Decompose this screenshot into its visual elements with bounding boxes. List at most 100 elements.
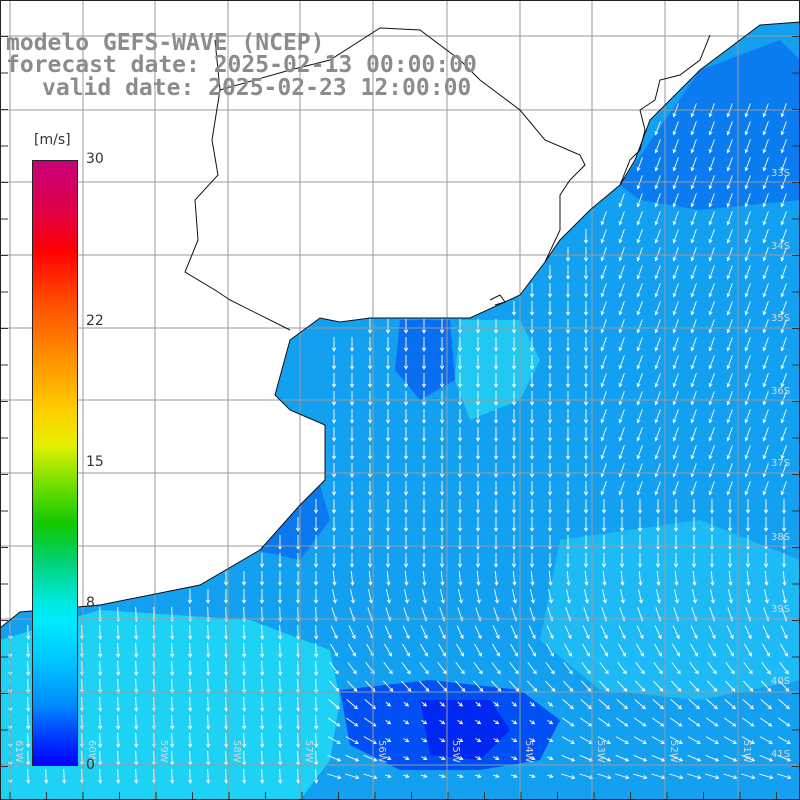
wind-arrow <box>315 678 317 694</box>
wind-arrow <box>745 427 751 441</box>
wind-arrow-head <box>733 775 738 780</box>
wind-arrow <box>691 373 697 387</box>
wind-arrow-head <box>403 383 409 388</box>
wind-arrow-head <box>571 775 576 780</box>
wind-arrow-head <box>277 599 283 604</box>
wind-arrow-head <box>367 473 373 478</box>
wind-arrow-head <box>583 419 589 424</box>
wind-arrow <box>709 283 715 297</box>
lat-label: 41S <box>771 749 790 760</box>
wind-arrow <box>691 319 697 333</box>
wind-arrow-head <box>529 383 535 388</box>
wind-arrow-head <box>476 599 481 604</box>
wind-arrow-head <box>403 527 409 532</box>
wind-arrow <box>384 625 392 639</box>
wind-arrow <box>602 570 606 586</box>
wind-arrow-head <box>457 473 463 478</box>
wind-arrow <box>225 714 227 730</box>
wind-arrow <box>171 624 173 640</box>
wind-arrow-head <box>389 687 394 692</box>
wind-arrow <box>637 319 643 333</box>
wind-arrow-head <box>785 687 790 692</box>
wind-arrow <box>637 373 643 387</box>
wind-arrow <box>171 660 173 676</box>
wind-arrow-head <box>331 509 337 514</box>
wind-arrow <box>638 570 642 586</box>
wind-arrow-head <box>441 738 446 742</box>
wind-arrow-head <box>313 599 319 604</box>
wind-arrow-head <box>242 635 247 640</box>
wind-arrow <box>691 445 697 459</box>
wind-arrow <box>117 624 119 640</box>
wind-arrow-head <box>762 113 767 118</box>
colorbar-tick-30: 30 <box>86 151 104 167</box>
wind-arrow-head <box>726 491 731 496</box>
wind-arrow <box>492 643 500 657</box>
wind-arrow <box>189 714 191 730</box>
wind-arrow-head <box>549 774 554 779</box>
wind-arrow-head <box>511 437 517 442</box>
wind-arrow-head <box>439 473 445 478</box>
wind-arrow-head <box>530 581 535 586</box>
wind-arrow <box>346 680 358 692</box>
wind-arrow-head <box>476 720 482 725</box>
wind-arrow-head <box>654 275 659 280</box>
wind-arrow <box>27 696 29 712</box>
wind-arrow <box>745 121 751 135</box>
wind-arrow-head <box>368 599 373 604</box>
wind-arrow <box>527 662 537 674</box>
wind-arrow-head <box>259 581 265 586</box>
wind-arrow-head <box>656 581 661 586</box>
wind-arrow <box>439 756 445 760</box>
wind-arrow <box>526 680 538 692</box>
wind-arrow-head <box>403 365 409 370</box>
wind-arrow <box>601 301 607 315</box>
wind-arrow-head <box>313 545 319 550</box>
wind-arrow-head <box>762 401 767 406</box>
wind-arrow <box>727 337 733 351</box>
wind-arrow-head <box>675 634 680 640</box>
wind-arrow-head <box>618 383 623 388</box>
wind-arrow-head <box>583 365 589 370</box>
wind-arrow <box>385 719 391 725</box>
wind-arrow-head <box>714 740 719 744</box>
wind-arrow-head <box>295 527 301 532</box>
wind-arrow-head <box>386 599 391 604</box>
wind-arrow-head <box>493 545 499 550</box>
wind-arrow-head <box>600 347 605 352</box>
wind-arrow-head <box>618 203 623 208</box>
wind-arrow <box>728 570 732 586</box>
wind-arrow-head <box>98 671 103 676</box>
wind-arrow-head <box>354 740 359 744</box>
wind-arrow-head <box>696 740 701 744</box>
wind-arrow-head <box>98 689 103 694</box>
wind-arrow <box>777 754 791 762</box>
wind-arrow-head <box>514 670 519 675</box>
wind-arrow-head <box>696 757 702 762</box>
wind-arrow-head <box>690 401 695 406</box>
wind-arrow-head <box>224 689 229 694</box>
wind-arrow <box>763 337 769 351</box>
wind-arrow-head <box>206 707 211 712</box>
wind-arrow-head <box>513 738 518 742</box>
wind-arrow <box>706 680 718 692</box>
wind-arrow <box>546 625 554 639</box>
wind-arrow <box>651 736 665 744</box>
wind-arrow-head <box>206 653 211 658</box>
wind-arrow <box>117 714 119 730</box>
wind-arrow <box>759 754 773 762</box>
wind-arrow <box>619 463 625 477</box>
wind-arrow-head <box>726 185 731 190</box>
wind-arrow <box>691 481 697 495</box>
wind-arrow <box>547 756 553 760</box>
wind-arrow <box>781 319 787 333</box>
wind-arrow-head <box>457 365 463 370</box>
wind-arrow <box>27 678 29 694</box>
wind-arrow <box>368 589 372 603</box>
wind-arrow-head <box>672 365 677 370</box>
wind-arrow <box>763 283 769 297</box>
wind-arrow <box>651 754 665 762</box>
wind-arrow <box>297 642 299 658</box>
wind-arrow-head <box>618 401 623 406</box>
wind-arrow-head <box>690 329 695 334</box>
